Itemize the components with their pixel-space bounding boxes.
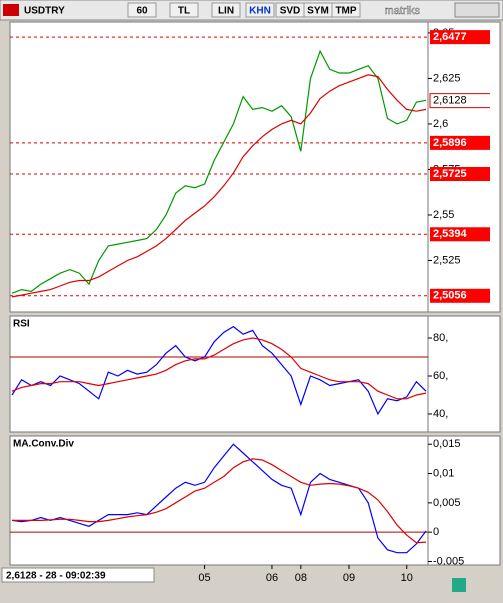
toolbar-button-label[interactable]: KHN [249,6,271,17]
y-tick-label: 80, [433,332,448,344]
x-tick-label: 08 [295,572,307,584]
refresh[interactable] [452,578,466,592]
level-label: 2,5896 [433,137,467,149]
panel-title: RSI [13,319,30,330]
level-label: 2,5725 [433,168,467,180]
y-tick-label: -0,005 [433,555,464,567]
status-box [1,567,155,583]
y-tick-label: 2,525 [433,254,461,266]
series-line [11,337,427,400]
level-label: 2,6477 [433,31,467,43]
x-tick-label: 09 [343,572,355,584]
level-label: 2,5394 [433,228,468,240]
toolbar-button[interactable] [211,2,241,18]
toolbar-button-label[interactable]: SYM [307,6,329,17]
series-line [11,325,427,416]
y-tick-label: 40, [433,408,448,420]
last-box [429,93,490,109]
toolbar-button-label[interactable]: TL [178,6,190,17]
plot: -0,005 0 0,005 0,01 0,015 [10,438,464,567]
toolbar-button-label[interactable]: 60 [136,6,148,17]
axis-panel [427,21,501,313]
x-tick-label: 10 [401,572,413,584]
y-tick-label: 2,6 [433,118,448,130]
series-line [11,49,427,294]
toolbar-button[interactable] [331,2,361,18]
series-line [11,74,427,298]
toolbar-button[interactable] [127,2,157,18]
panel [9,315,429,433]
toolbar-button-label[interactable]: SVD [280,6,301,17]
level-box [430,288,490,303]
level-box [430,167,490,182]
y-tick-label: 2,625 [433,72,461,84]
level-label: 2,5056 [433,290,467,302]
y-tick-label: 2,55 [433,209,454,221]
panel-title: MA.Conv.Div [13,439,74,450]
last-label: 2,6128 [433,95,467,107]
plot: 40, 60, 80, [10,325,448,420]
plot: 2,5252,552,5752,62,6252,652,64772,58962,… [10,27,490,303]
y-tick-label: 0,005 [433,497,461,509]
level-box [430,227,490,242]
level-box [430,30,490,45]
brand: matriks [385,5,421,17]
y-tick-label: 60, [433,370,448,382]
series-line [12,458,427,544]
toolbar-button-label[interactable]: TMP [335,6,356,17]
panel [9,21,429,313]
panel [9,435,429,566]
axis-panel [427,315,501,433]
icon[interactable] [3,4,19,16]
level-box [430,135,490,150]
toolbar-button[interactable] [245,2,275,18]
y-tick-label: 0,015 [433,438,461,450]
status: 2,6128 - 28 - 09:02:39 [6,571,106,582]
axis-panel [427,435,501,566]
y-tick-label: 0 [433,526,439,538]
toolbar-button-label[interactable]: LIN [218,6,234,17]
x-tick-label: 05 [198,572,210,584]
window-buttons[interactable] [454,2,500,18]
symbol[interactable]: USDTRY [24,6,65,17]
toolbar-button[interactable] [169,2,199,18]
x-tick-label: 06 [266,572,278,584]
y-tick-label: 0,01 [433,467,454,479]
